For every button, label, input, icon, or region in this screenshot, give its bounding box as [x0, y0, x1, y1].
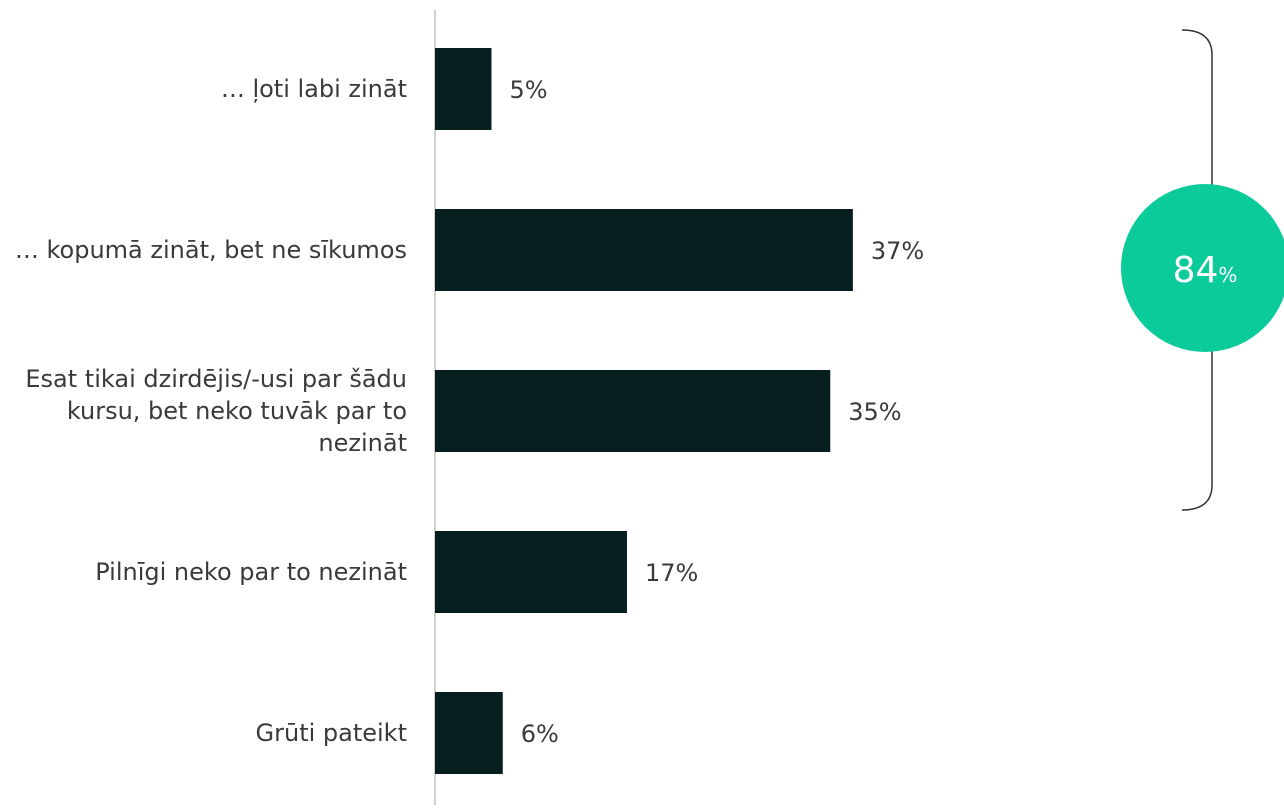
bar	[435, 370, 831, 452]
bar	[435, 209, 853, 291]
value-label: 17%	[645, 559, 698, 587]
annotation-unit: %	[1218, 263, 1237, 287]
bar	[435, 48, 492, 130]
category-label: Pilnīgi neko par to nezināt	[95, 558, 407, 586]
annotation: 84%	[1173, 250, 1238, 291]
value-label: 6%	[521, 720, 559, 748]
bar	[435, 531, 627, 613]
category-label: … kopumā zināt, bet ne sīkumos	[14, 236, 407, 264]
value-label: 5%	[509, 76, 547, 104]
category-label: Grūti pateikt	[255, 719, 407, 747]
annotation-value: 84	[1173, 250, 1219, 291]
bar	[435, 692, 503, 774]
value-label: 37%	[871, 237, 924, 265]
category-label: Esat tikai dzirdējis/-usi par šādu kursu…	[25, 365, 407, 457]
category-label: … ļoti labi zināt	[220, 75, 407, 103]
value-label: 35%	[848, 398, 901, 426]
annotation-circle	[1121, 184, 1284, 352]
